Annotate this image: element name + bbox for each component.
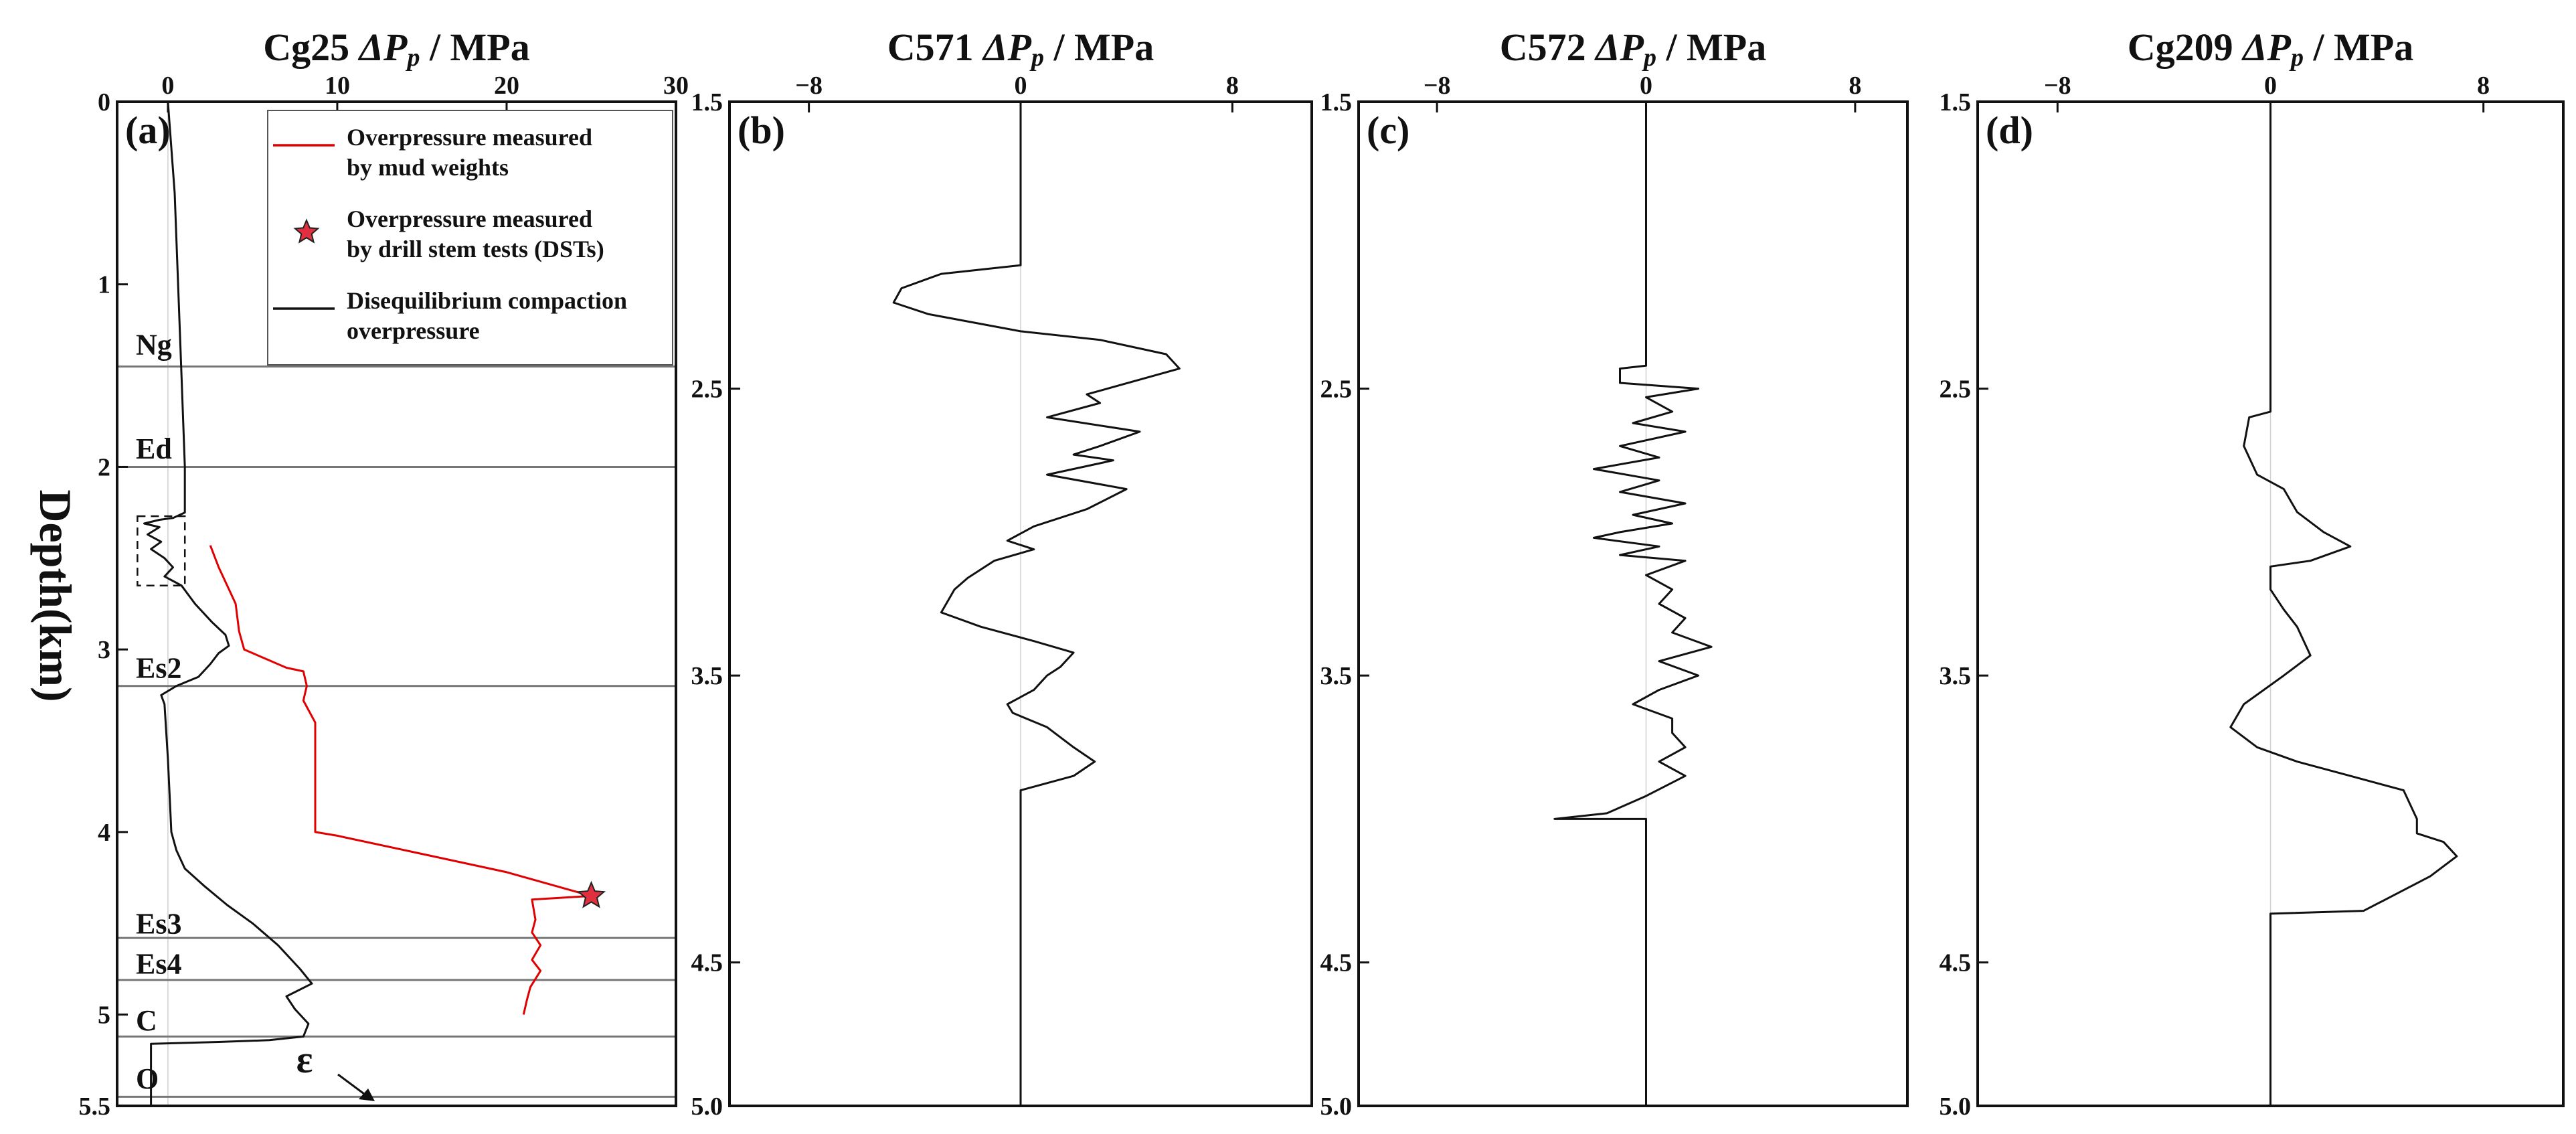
y-tick-label: 4.5 [1940,949,1972,977]
y-tick-label: 2.5 [691,376,723,404]
y-tick-label: 2 [98,453,110,481]
y-tick-label: 4.5 [691,949,723,977]
y-tick-label: 3.5 [1320,662,1353,690]
legend-entry-line2: by drill stem tests (DSTs) [347,236,604,262]
x-tick-label: 10 [325,72,350,100]
legend-entry-line2: by mud weights [347,154,509,181]
x-tick-label: −8 [795,72,823,100]
panel-title: C572 ΔPp / MPa [1500,25,1766,72]
x-tick-label: 8 [1849,72,1861,100]
formation-label: O [136,1062,159,1095]
panel-label: (d) [1986,108,2033,152]
formation-label: Ed [136,432,172,465]
y-tick-label: 1 [98,271,110,299]
y-tick-label: 1.5 [691,88,723,116]
y-axis-label-main: Depth [30,489,81,609]
x-tick-label: 0 [2264,72,2277,100]
panel-title: Cg25 ΔPp / MPa [263,25,529,72]
dst-star [577,880,606,908]
panel-title-subscript: p [2289,44,2304,72]
x-tick-label: 8 [1226,72,1239,100]
y-tick-label: 3.5 [1940,662,1972,690]
plot-frame [1357,100,1909,1107]
legend-entry-line2: overpressure [347,317,480,344]
panel-label: (c) [1367,108,1409,152]
legend-entry-line1: Disequilibrium compaction [347,287,627,314]
x-tick-label: 8 [2477,72,2490,100]
panel-title-unit: / MPa [2304,25,2413,69]
x-tick-label: 30 [663,72,689,100]
annotation-arrow-head [359,1088,375,1101]
formation-label: Es4 [136,947,181,980]
panel-label: (a) [125,108,171,152]
panel-4: −8 0 8 1.5 2.5 3.5 4.5 5.0 Cg209 ΔPp / MPa (d) [1940,25,2565,1121]
panel-title-symbol: ΔP [982,25,1031,69]
panel-title-unit: / MPa [1044,25,1154,69]
panel-title: C571 ΔPp / MPa [887,25,1154,72]
series-line-1 [1553,102,1713,1106]
x-tick-label: 0 [1015,72,1027,100]
y-tick-label: 3.5 [691,662,723,690]
y-tick-label: 5.0 [691,1092,723,1121]
legend-entry-line1: Overpressure measured [347,124,592,151]
panel-title-well: C572 [1500,25,1596,69]
y-tick-label: 2.5 [1940,376,1972,404]
panel-title: Cg209 ΔPp / MPa [2128,25,2413,72]
panel-title-subscript: p [1642,44,1656,72]
panel-2: −8 0 8 1.5 2.5 3.5 4.5 5.0 C571 ΔPp / MPa (b) [691,25,1313,1121]
y-tick-label: 4.5 [1320,949,1353,977]
series-line-1 [143,101,313,1106]
y-tick-label: 5.0 [1940,1092,1972,1121]
y-tick-label: 2.5 [1320,376,1353,404]
panel-title-subscript: p [1029,44,1044,72]
panel-title-unit: / MPa [420,25,529,69]
y-tick-label: 3 [98,636,110,664]
series-line-1 [892,102,1181,1106]
series-line-2 [209,545,592,1015]
formation-label: C [136,1004,157,1037]
y-tick-label: 5.5 [79,1092,111,1121]
panel-3: −8 0 8 1.5 2.5 3.5 4.5 5.0 C572 ΔPp / MPa (c) [1320,25,1909,1121]
y-tick-label: 0 [98,88,110,116]
y-axis-label-unit: (km) [30,609,81,702]
y-tick-label: 5.0 [1320,1092,1353,1121]
panel-title-symbol: ΔP [2241,25,2291,69]
y-tick-label: 1.5 [1320,88,1353,116]
panel-title-symbol: ΔP [358,25,408,69]
legend-entry-line1: Overpressure measured [347,206,592,232]
x-tick-label: −8 [2044,72,2071,100]
annotation-symbol: ε [296,1038,313,1081]
y-tick-label: 1.5 [1940,88,1972,116]
panel-title-unit: / MPa [1656,25,1766,69]
annotation-arrow-shaft [337,1073,367,1097]
legend-swatch-star [293,218,320,244]
x-tick-label: −8 [1424,72,1451,100]
panels: Ng Ed Es2 Es3 Es4 CO 0 10 20 30 0 1 2 3 4 5 5.5 Cg25 ΔPp … [79,25,2565,1121]
formation-label: Es3 [136,907,181,940]
plot-frame [116,100,677,1107]
panel-title-well: Cg209 [2128,25,2243,69]
series-line-1 [2229,102,2458,1106]
legend-box [267,110,673,366]
panel-title-subscript: p [405,44,420,72]
y-axis-label: Depth(km) [30,489,81,702]
panel-title-symbol: ΔP [1594,25,1644,69]
panel-label: (b) [738,108,785,152]
highlight-box [137,515,186,586]
panel-1: Ng Ed Es2 Es3 Es4 CO 0 10 20 30 0 1 2 3 4 5 5.5 Cg25 ΔPp … [79,25,689,1121]
formation-label: Es2 [136,651,181,684]
panel-title-well: C571 [887,25,983,69]
x-tick-label: 0 [1640,72,1652,100]
formation-label: Ng [136,329,172,361]
y-tick-label: 5 [98,1001,110,1030]
x-tick-label: 20 [494,72,519,100]
x-tick-label: 0 [161,72,174,100]
y-tick-label: 4 [98,819,110,847]
panel-title-well: Cg25 [263,25,359,69]
